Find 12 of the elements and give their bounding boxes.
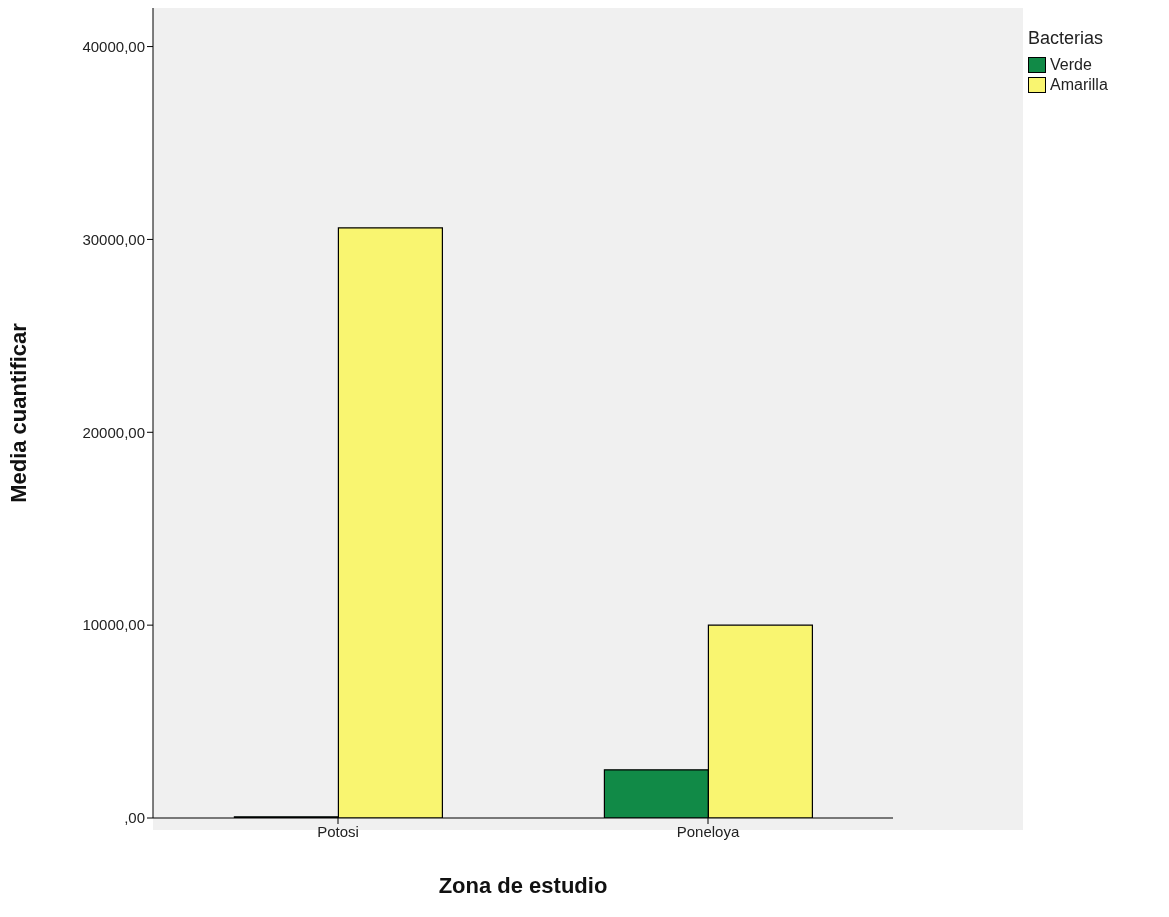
legend-title: Bacterias bbox=[1028, 28, 1105, 49]
y-axis-title: Media cuantificar bbox=[5, 322, 31, 503]
y-tick-label: 20000,00 bbox=[82, 423, 145, 441]
x-tick-label: Poneloya bbox=[676, 822, 740, 840]
y-tick-label: 30000,00 bbox=[82, 230, 145, 248]
legend-label: Amarilla bbox=[1049, 75, 1109, 95]
y-tick-label: ,00 bbox=[124, 809, 145, 827]
legend-label: Verde bbox=[1049, 55, 1093, 75]
y-tick-label: 40000,00 bbox=[82, 37, 145, 55]
x-axis-title: Zona de estudio bbox=[438, 873, 608, 898]
x-tick-label: Potosi bbox=[317, 822, 359, 840]
y-tick-label: 10000,00 bbox=[82, 616, 145, 634]
